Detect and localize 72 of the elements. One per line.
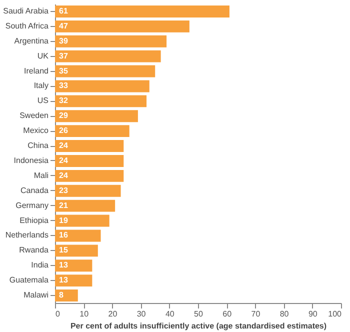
bar: [55, 230, 101, 242]
y-tick-label: Sweden: [20, 111, 48, 120]
bar: [55, 170, 124, 182]
data-label: 33: [59, 81, 68, 90]
x-tick-label: 0: [56, 310, 60, 318]
y-tick-label: Mexico: [23, 126, 50, 136]
data-label: 61: [59, 6, 68, 16]
bar: [55, 214, 110, 227]
y-tick-label: Guatemala: [9, 276, 50, 285]
y-tick-label: Rwanda: [19, 246, 50, 255]
data-label: 35: [59, 66, 68, 76]
y-tick-label: Indonesia: [14, 156, 50, 165]
y-tick-label: Canada: [20, 186, 50, 195]
y-tick-label: Mali: [34, 170, 49, 180]
data-label: 24: [59, 141, 68, 150]
bar: [55, 50, 161, 62]
bar: [55, 184, 121, 197]
data-label: 13: [59, 260, 68, 270]
x-tick-label: 60: [222, 310, 232, 318]
y-tick-label: Saudi Arabia: [3, 6, 50, 16]
data-label: 15: [59, 246, 68, 255]
y-tick-label: China: [28, 141, 50, 150]
bar: [55, 200, 116, 212]
data-label: 47: [59, 21, 68, 30]
x-tick-label: 100: [328, 310, 342, 318]
y-tick-label: South Africa: [5, 21, 50, 30]
data-label: 19: [59, 216, 68, 225]
data-label: 29: [59, 111, 68, 120]
data-label: 23: [59, 186, 68, 195]
y-tick-label: Argentina: [14, 36, 50, 46]
y-tick-label: US: [37, 96, 48, 106]
x-tick-label: 90: [308, 310, 318, 318]
bar: [55, 244, 98, 257]
x-tick-label: 70: [251, 310, 261, 318]
x-tick-label: 30: [136, 310, 146, 318]
data-label: 39: [59, 36, 68, 46]
y-tick-label: Germany: [16, 200, 48, 210]
bar: [55, 154, 124, 167]
x-tick-label: 50: [194, 310, 204, 318]
data-label: 16: [59, 230, 68, 240]
data-label: 32: [59, 96, 68, 106]
data-label: 26: [59, 126, 68, 136]
bar: [55, 274, 92, 287]
y-tick-label: Netherlands: [5, 230, 48, 240]
x-tick-label: 80: [280, 310, 290, 318]
y-tick-label: Ireland: [24, 66, 48, 76]
y-tick-label: India: [31, 260, 50, 270]
data-label: 13: [59, 276, 68, 285]
bar: [55, 80, 150, 92]
bar: [55, 20, 190, 32]
y-tick-label: Ethiopia: [20, 216, 50, 225]
data-label: 21: [59, 200, 68, 210]
bar: [55, 65, 156, 78]
bar: [55, 290, 78, 302]
data-label: 24: [59, 156, 68, 165]
x-tick-label: 10: [80, 310, 90, 318]
y-tick-label: UK: [37, 51, 50, 60]
data-label: 8: [59, 290, 64, 300]
bar: [55, 110, 138, 122]
bar: [55, 35, 167, 48]
x-axis-title: Per cent of adults insufficiently active (age standardised estimates): [70, 322, 327, 330]
bar: [55, 5, 230, 18]
bar: [55, 95, 147, 108]
bar: [55, 140, 124, 152]
bar: [55, 125, 130, 138]
bar: [55, 260, 92, 272]
data-label: 37: [59, 51, 68, 60]
y-tick-label: Italy: [34, 81, 48, 90]
x-tick-label: 40: [165, 310, 175, 318]
y-tick-label: Malawi: [24, 290, 49, 300]
x-tick-label: 20: [108, 310, 118, 318]
data-label: 24: [59, 170, 68, 180]
